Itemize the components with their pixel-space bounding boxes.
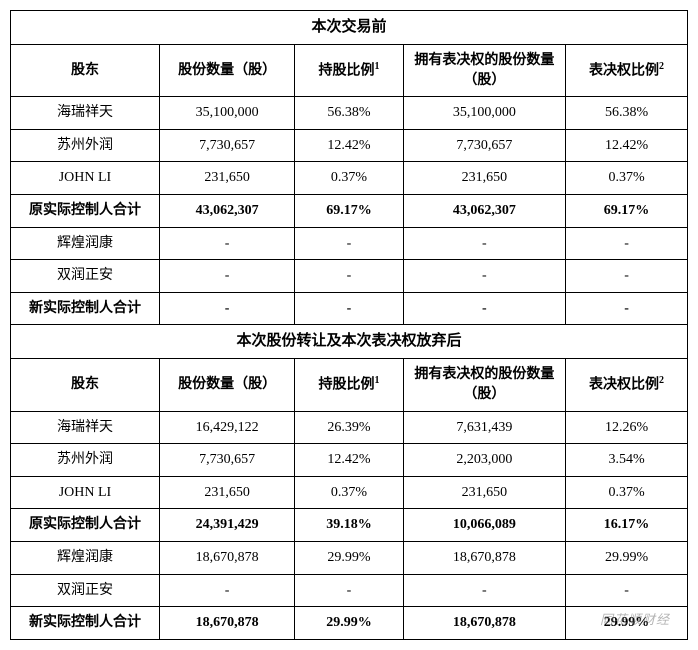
section1-r6-c4: -: [566, 292, 688, 325]
section1-r3-c4: 69.17%: [566, 194, 688, 227]
section1-r3-c3: 43,062,307: [403, 194, 565, 227]
section2-r0-c1: 16,429,122: [159, 411, 294, 444]
section2-col-4: 表决权比例2: [566, 359, 688, 411]
section2-r5-c0: 双润正安: [11, 574, 160, 607]
section2-r5-c1: -: [159, 574, 294, 607]
section2-r2-c3: 231,650: [403, 476, 565, 509]
section2-col-3: 拥有表决权的股份数量（股）: [403, 359, 565, 411]
section1-r6-c2: -: [295, 292, 403, 325]
section2-r6-c0: 新实际控制人合计: [11, 607, 160, 640]
section1-r6-c1: -: [159, 292, 294, 325]
section2-col-0: 股东: [11, 359, 160, 411]
section2-r3-c3: 10,066,089: [403, 509, 565, 542]
section2-r2-c1: 231,650: [159, 476, 294, 509]
section1-col-1: 股份数量（股）: [159, 45, 294, 97]
section2-r1-c2: 12.42%: [295, 444, 403, 477]
section1-r3-c1: 43,062,307: [159, 194, 294, 227]
section2-r5-c2: -: [295, 574, 403, 607]
section1-r2-c3: 231,650: [403, 162, 565, 195]
section1-col-3: 拥有表决权的股份数量（股）: [403, 45, 565, 97]
section1-r4-c0: 辉煌润康: [11, 227, 160, 260]
section1-r2-c4: 0.37%: [566, 162, 688, 195]
section2-title: 本次股份转让及本次表决权放弃后: [11, 325, 688, 359]
section2-r2-c4: 0.37%: [566, 476, 688, 509]
section1-r5-c3: -: [403, 260, 565, 293]
section2-col-1: 股份数量（股）: [159, 359, 294, 411]
section1-r0-c1: 35,100,000: [159, 97, 294, 130]
section2-col-2: 持股比例1: [295, 359, 403, 411]
section1-r6-c3: -: [403, 292, 565, 325]
section2-r6-c3: 18,670,878: [403, 607, 565, 640]
section1-r5-c0: 双润正安: [11, 260, 160, 293]
section1-r5-c2: -: [295, 260, 403, 293]
shareholder-table: 本次交易前股东股份数量（股）持股比例1拥有表决权的股份数量（股）表决权比例2海瑞…: [10, 10, 688, 640]
section1-col-4: 表决权比例2: [566, 45, 688, 97]
section1-r1-c2: 12.42%: [295, 129, 403, 162]
section2-r4-c2: 29.99%: [295, 541, 403, 574]
section2-r4-c4: 29.99%: [566, 541, 688, 574]
section2-r0-c3: 7,631,439: [403, 411, 565, 444]
section2-r0-c0: 海瑞祥天: [11, 411, 160, 444]
section2-r1-c4: 3.54%: [566, 444, 688, 477]
section2-r3-c0: 原实际控制人合计: [11, 509, 160, 542]
section2-r3-c2: 39.18%: [295, 509, 403, 542]
section2-r4-c0: 辉煌润康: [11, 541, 160, 574]
section1-title: 本次交易前: [11, 11, 688, 45]
section1-r6-c0: 新实际控制人合计: [11, 292, 160, 325]
section2-r5-c3: -: [403, 574, 565, 607]
section1-r4-c1: -: [159, 227, 294, 260]
section2-r4-c1: 18,670,878: [159, 541, 294, 574]
section1-r4-c3: -: [403, 227, 565, 260]
section2-r3-c4: 16.17%: [566, 509, 688, 542]
section1-col-0: 股东: [11, 45, 160, 97]
section1-r0-c4: 56.38%: [566, 97, 688, 130]
section2-r0-c2: 26.39%: [295, 411, 403, 444]
section1-r0-c0: 海瑞祥天: [11, 97, 160, 130]
section2-r1-c0: 苏州外润: [11, 444, 160, 477]
section2-r0-c4: 12.26%: [566, 411, 688, 444]
section1-r3-c2: 69.17%: [295, 194, 403, 227]
section1-r5-c1: -: [159, 260, 294, 293]
section1-r5-c4: -: [566, 260, 688, 293]
section2-r4-c3: 18,670,878: [403, 541, 565, 574]
section2-r5-c4: -: [566, 574, 688, 607]
section1-r2-c0: JOHN LI: [11, 162, 160, 195]
section1-r0-c3: 35,100,000: [403, 97, 565, 130]
section2-r2-c2: 0.37%: [295, 476, 403, 509]
section1-r2-c1: 231,650: [159, 162, 294, 195]
section2-r3-c1: 24,391,429: [159, 509, 294, 542]
section1-r1-c3: 7,730,657: [403, 129, 565, 162]
section2-r1-c1: 7,730,657: [159, 444, 294, 477]
section1-r3-c0: 原实际控制人合计: [11, 194, 160, 227]
section1-r4-c4: -: [566, 227, 688, 260]
section2-r1-c3: 2,203,000: [403, 444, 565, 477]
section1-r1-c1: 7,730,657: [159, 129, 294, 162]
section2-r6-c1: 18,670,878: [159, 607, 294, 640]
section2-r6-c2: 29.99%: [295, 607, 403, 640]
section1-r2-c2: 0.37%: [295, 162, 403, 195]
section1-r0-c2: 56.38%: [295, 97, 403, 130]
section1-col-2: 持股比例1: [295, 45, 403, 97]
section2-r2-c0: JOHN LI: [11, 476, 160, 509]
section1-r4-c2: -: [295, 227, 403, 260]
section1-r1-c0: 苏州外润: [11, 129, 160, 162]
section2-r6-c4: 29.99%: [566, 607, 688, 640]
section1-r1-c4: 12.42%: [566, 129, 688, 162]
